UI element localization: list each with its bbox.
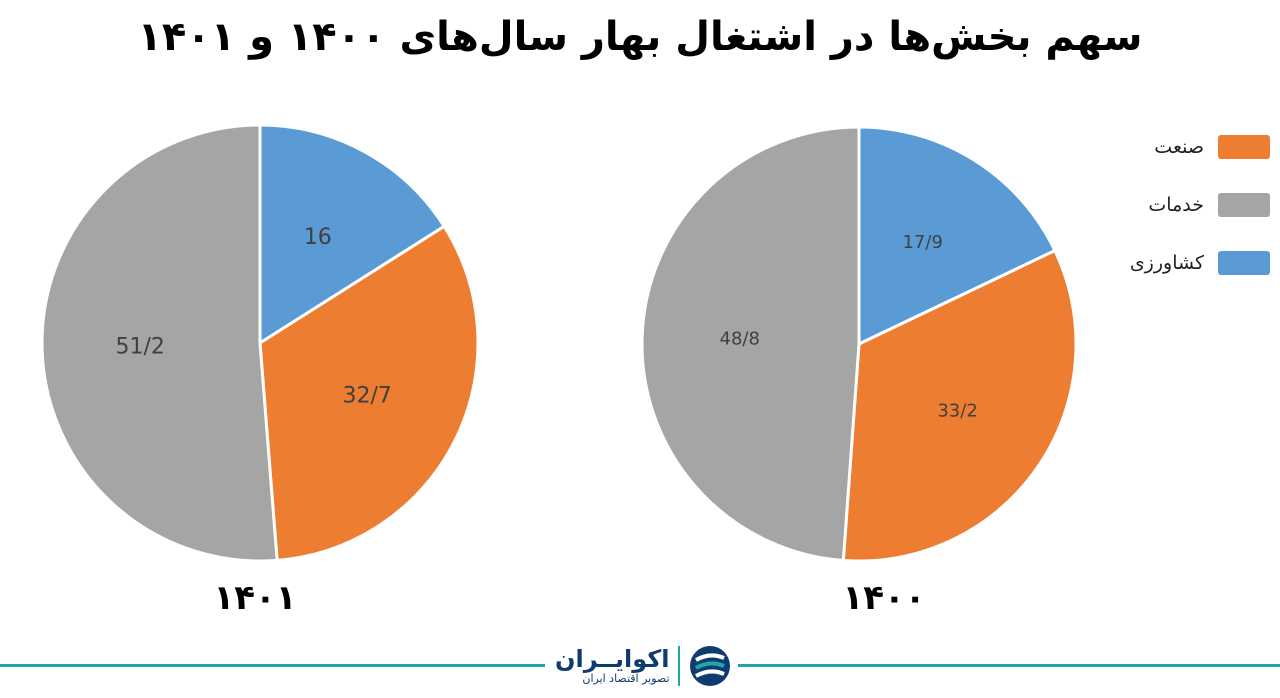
logo-separator (677, 646, 680, 686)
pie-data-label: 33/2 (937, 400, 977, 421)
pie-data-label: 51/2 (115, 335, 164, 360)
pie-slice-0 (857, 125, 1057, 347)
pie-slice-2 (640, 125, 861, 563)
pie-data-label: 17/9 (902, 232, 942, 253)
chart-legend: صنعت خدمات کشاورزی (1090, 118, 1270, 292)
pie-chart-1400: 17/9 33/2 48/8 (640, 125, 1078, 563)
pie-slice-1 (258, 224, 480, 562)
pie-label-1400: ۱۴۰۰ (842, 578, 926, 618)
logo-tagline: تصویر اقتصاد ایران (582, 672, 670, 685)
legend-item-industry: صنعت (1090, 118, 1270, 176)
pie-slice-2 (40, 123, 279, 563)
pie-chart-1401: 16 32/7 51/2 (40, 123, 480, 563)
pie-data-label: 32/7 (343, 384, 392, 409)
legend-swatch (1218, 193, 1270, 217)
ecoiran-logo-icon (689, 646, 730, 686)
legend-label: خدمات (1148, 194, 1204, 216)
legend-swatch (1218, 135, 1270, 159)
logo-name: اکوایــران (555, 645, 670, 673)
pie-data-label: 48/8 (720, 329, 760, 350)
logo-text: اکوایــران تصویر اقتصاد ایران (555, 646, 670, 686)
pie-slice-1 (841, 248, 1078, 563)
pie-label-1401: ۱۴۰۱ (213, 578, 297, 618)
legend-label: کشاورزی (1129, 252, 1204, 274)
pie-data-label: 16 (304, 225, 332, 250)
footer-line-right (738, 664, 1280, 667)
footer-line-left (0, 664, 545, 667)
chart-title: سهم بخش‌ها در اشتغال بهار سال‌های ۱۴۰۰ و… (137, 14, 1143, 60)
legend-item-services: خدمات (1090, 176, 1270, 234)
legend-item-agriculture: کشاورزی (1090, 234, 1270, 292)
brand-logo: اکوایــران تصویر اقتصاد ایران (555, 640, 735, 692)
legend-label: صنعت (1154, 136, 1204, 158)
legend-swatch (1218, 251, 1270, 275)
pie-slice-0 (258, 123, 447, 346)
